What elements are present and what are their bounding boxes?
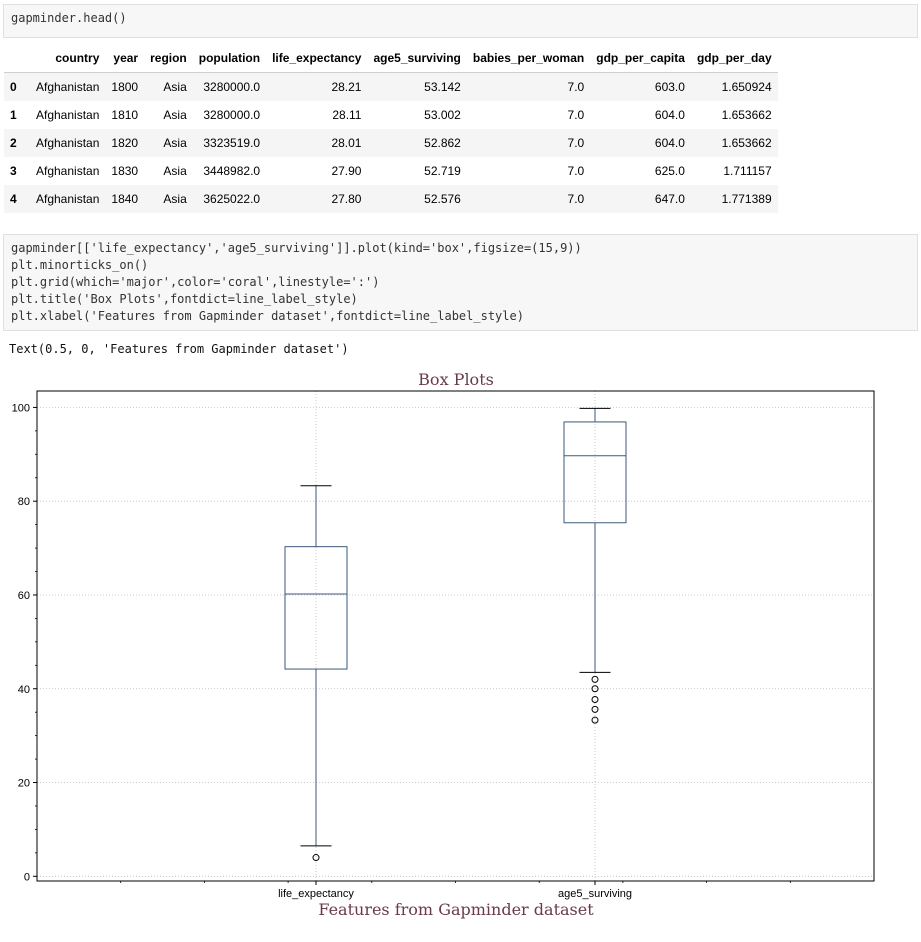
table-cell: Afghanistan	[36, 108, 100, 122]
code-line: gapminder.head()	[11, 11, 127, 25]
x-tick-label: life_expectancy	[278, 888, 354, 900]
outlier-point	[591, 696, 599, 704]
code-line: gapminder[['life_expectancy','age5_survi…	[11, 241, 582, 255]
y-tick-label: 80	[18, 496, 30, 508]
table-cell: 3280000.0	[203, 108, 261, 122]
table-cell: 3625022.0	[203, 192, 261, 206]
y-tick-label: 20	[18, 778, 30, 790]
table-cell: 1830	[111, 164, 139, 178]
table-cell: 604.0	[654, 108, 685, 122]
iqr-box	[563, 421, 627, 524]
axis-layer: 0 20 40 60 80 100 life_expectancy age5_survivin…	[12, 402, 791, 900]
code-line: plt.minorticks_on()	[11, 258, 149, 272]
table-cell: 52.576	[424, 192, 461, 206]
outlier-point	[591, 685, 599, 693]
box-plot-chart: Box Plots 0 20 40 60 80 100 life_expectancy age…	[12, 370, 875, 919]
x-tick-label: age5_surviving	[558, 888, 632, 900]
code-line: plt.grid(which='major',color='coral',lin…	[11, 275, 380, 289]
outlier-point	[312, 854, 320, 862]
y-tick-label: 100	[12, 402, 30, 414]
column-header: babies_per_woman	[466, 44, 591, 73]
table-cell: 27.90	[331, 164, 362, 178]
index-header	[4, 44, 30, 73]
y-tick-label: 0	[24, 871, 30, 883]
code-line: plt.title('Box Plots',fontdict=line_labe…	[11, 292, 358, 306]
table-cell: 52.862	[424, 136, 461, 150]
table-cell: 52.719	[424, 164, 461, 178]
table-cell: Afghanistan	[36, 80, 100, 94]
table-cell: 1.653662	[721, 108, 772, 122]
iqr-box	[284, 546, 348, 670]
code-cell-head[interactable]: gapminder.head()	[3, 4, 918, 38]
y-tick-label: 40	[18, 684, 30, 696]
table-cell: 1810	[111, 108, 139, 122]
table-cell: Afghanistan	[36, 192, 100, 206]
table-cell: 1840	[111, 192, 139, 206]
code-cell-plot[interactable]: gapminder[['life_expectancy','age5_survi…	[3, 234, 918, 331]
table-cell: Afghanistan	[36, 136, 100, 150]
output-text: Text(0.5, 0, 'Features from Gapminder da…	[9, 342, 349, 356]
row-index: 0	[10, 80, 17, 94]
column-header: gdp_per_capita	[590, 44, 691, 73]
plot-layer	[284, 407, 627, 862]
table-row: 3 Afghanistan 1830 Asia 3448982.0 27.90 52.719…	[4, 157, 778, 185]
row-index: 1	[10, 108, 17, 122]
table-row: 1 Afghanistan 1810 Asia 3280000.0 28.11 53.002…	[4, 101, 778, 129]
table-row: 4 Afghanistan 1840 Asia 3625022.0 27.80 52.576…	[4, 185, 778, 213]
table-cell: 28.01	[331, 136, 362, 150]
outlier-point	[591, 705, 599, 713]
table-row: 2 Afghanistan 1820 Asia 3323519.0 28.01 52.862…	[4, 129, 778, 157]
grid-layer	[37, 391, 874, 881]
column-header: age5_surviving	[367, 44, 467, 73]
y-tick-label: 60	[18, 590, 30, 602]
table-cell: 53.142	[424, 80, 461, 94]
table-cell: 1.711157	[723, 164, 772, 178]
outlier-point	[591, 716, 599, 724]
column-header: year	[105, 44, 145, 73]
table-cell: 28.11	[332, 108, 362, 122]
table-cell: 1820	[111, 136, 139, 150]
row-index: 4	[10, 192, 17, 206]
table-cell: Asia	[163, 164, 187, 178]
table-cell: Asia	[163, 108, 187, 122]
table-cell: 1.650924	[721, 80, 772, 94]
table-row: 0 Afghanistan 1800 Asia 3280000.0 28.21 53.142…	[4, 72, 778, 101]
table-cell: 1.653662	[721, 136, 772, 150]
table-cell: 53.002	[424, 108, 461, 122]
table-cell: Asia	[163, 136, 187, 150]
table-cell: 604.0	[654, 136, 685, 150]
table-header-row: country year region population life_expe…	[4, 44, 778, 73]
plot-frame	[36, 390, 875, 882]
row-index: 2	[10, 136, 17, 150]
table-cell: 7.0	[567, 192, 585, 206]
outlier-point	[591, 675, 599, 683]
table-cell: 3448982.0	[203, 164, 261, 178]
table-cell: Afghanistan	[36, 164, 100, 178]
table-cell: 7.0	[567, 136, 585, 150]
table-cell: 7.0	[567, 80, 585, 94]
row-index: 3	[10, 164, 17, 178]
table-cell: 603.0	[654, 80, 685, 94]
column-header: population	[192, 44, 267, 73]
table-cell: 647.0	[654, 192, 685, 206]
x-axis-label: Features from Gapminder dataset	[318, 900, 594, 919]
column-header: gdp_per_day	[690, 44, 778, 73]
column-header: region	[144, 44, 193, 73]
dataframe-table: country year region population life_expe…	[4, 44, 778, 213]
table-cell: 7.0	[567, 164, 585, 178]
table-cell: Asia	[163, 192, 187, 206]
table-cell: 1.771389	[721, 192, 772, 206]
code-line: plt.xlabel('Features from Gapminder data…	[11, 309, 524, 323]
column-header: life_expectancy	[266, 44, 368, 73]
table-cell: 625.0	[654, 164, 685, 178]
table-cell: 3323519.0	[203, 136, 261, 150]
column-header: country	[30, 44, 106, 73]
table-cell: Asia	[163, 80, 187, 94]
table-cell: 28.21	[331, 80, 362, 94]
table-cell: 3280000.0	[203, 80, 261, 94]
table-cell: 7.0	[567, 108, 585, 122]
table-cell: 1800	[111, 80, 139, 94]
chart-title: Box Plots	[418, 370, 494, 389]
table-cell: 27.80	[331, 192, 362, 206]
